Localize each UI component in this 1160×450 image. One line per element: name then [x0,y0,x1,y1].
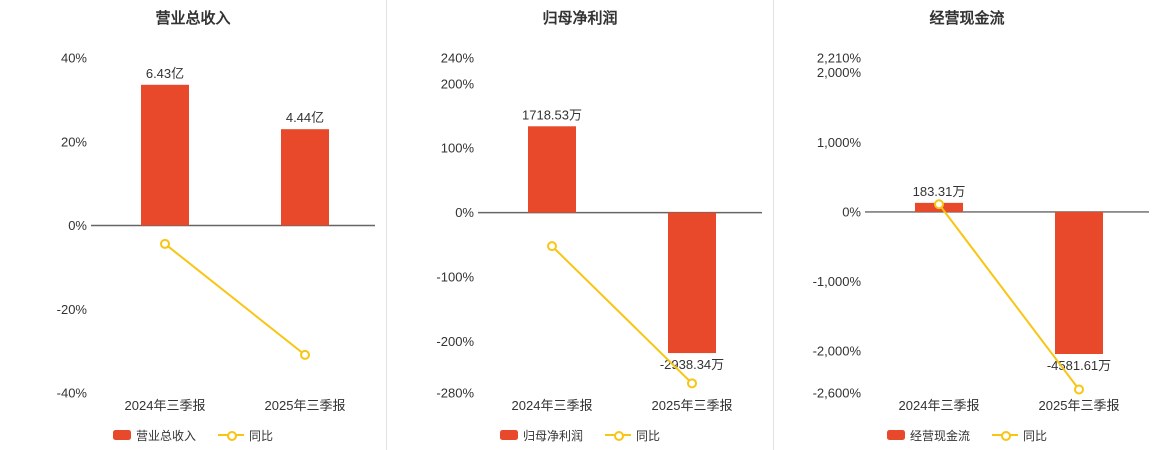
net-profit-chart-plot[interactable]: 240% 200% 100% 0% -100% -200% -280% 1718.53万 -29… [387,28,773,424]
y-tick-label: 200% [441,76,475,91]
cash-flow-chart-legend: 经营现金流 同比 [886,424,1047,446]
x-category-label: 2024年三季报 [512,398,593,413]
legend-item-cash-flow-yoy[interactable]: 同比 [992,427,1047,444]
bar-value-label: 6.43亿 [146,66,184,81]
yoy-trend-line[interactable] [551,245,693,385]
x-category-label: 2025年三季报 [1039,398,1120,413]
y-tick-label: 40% [61,51,87,66]
line-series-marker-icon [218,430,244,441]
revenue-chart-legend: 营业总收入 同比 [112,424,273,446]
bar-series-swatch-icon [886,430,905,440]
yoy-line-point[interactable] [160,238,170,249]
y-tick-label: -20% [57,302,88,317]
bar[interactable] [281,129,329,226]
y-tick-label: -280% [436,386,474,401]
legend-item-cash-flow-bar[interactable]: 经营现金流 [886,427,970,444]
y-tick-label: 2,000% [817,65,862,80]
chart-title-cash-flow: 经营现金流 [929,10,1005,27]
y-tick-label: 1,000% [817,135,862,150]
y-tick-label: 240% [441,51,475,66]
revenue-chart-plot[interactable]: 40% 20% 0% -20% -40% 6.43亿 4.44亿 2024年三季报 2025年三… [0,28,386,424]
legend-item-revenue-yoy[interactable]: 同比 [218,427,273,444]
chart-panel-revenue: 营业总收入 40% 20% 0% -20% -40% 6.43亿 4.44亿 2024年三季报… [0,0,386,450]
bar-series-swatch-icon [112,430,131,440]
y-tick-label: -2,600% [813,386,862,401]
legend-label-cash-flow: 经营现金流 [909,428,970,443]
bar[interactable] [1055,211,1103,354]
y-tick-label: -40% [57,386,88,401]
bar[interactable] [528,126,576,213]
y-tick-label: -200% [436,334,474,349]
bar[interactable] [141,84,189,226]
line-series-marker-icon [992,430,1018,441]
bar-series-swatch-icon [499,430,518,440]
legend-label-revenue: 营业总收入 [135,428,196,443]
y-tick-label: 0% [68,218,87,233]
bar-value-label: -2938.34万 [660,357,724,372]
y-tick-label: 100% [441,141,475,156]
y-tick-label: -2,000% [813,344,862,359]
legend-item-net-profit-bar[interactable]: 归母净利润 [499,427,583,444]
yoy-line-point[interactable] [547,241,557,252]
chart-panel-cash-flow: 经营现金流 2,210% 2,000% 1,000% 0% -1,000% -2,000%… [773,0,1160,450]
legend-item-net-profit-yoy[interactable]: 同比 [605,427,660,444]
legend-label-net-profit: 归母净利润 [522,428,583,443]
x-category-label: 2025年三季报 [265,398,346,413]
x-category-label: 2025年三季报 [652,398,733,413]
yoy-trend-line[interactable] [164,243,306,356]
yoy-line-point[interactable] [1074,384,1084,395]
chart-panel-net-profit: 归母净利润 240% 200% 100% 0% -100% -200% -280% 1718.… [386,0,773,450]
net-profit-chart-legend: 归母净利润 同比 [499,424,660,446]
yoy-line-point[interactable] [300,349,310,360]
legend-label-net-profit-yoy: 同比 [636,428,661,443]
y-tick-label: -100% [436,270,474,285]
y-tick-label: 2,210% [817,51,862,66]
yoy-line-point[interactable] [687,378,697,389]
bar-value-label: 4.44亿 [286,110,324,125]
yoy-trend-line[interactable] [938,203,1080,391]
x-category-label: 2024年三季报 [899,398,980,413]
bar-value-label: 183.31万 [913,184,966,199]
bar-value-label: 1718.53万 [522,107,582,122]
line-series-marker-icon [605,430,631,441]
chart-title-net-profit: 归母净利润 [542,10,618,27]
y-tick-label: 0% [455,205,474,220]
legend-label-cash-flow-yoy: 同比 [1023,428,1048,443]
cash-flow-chart-plot[interactable]: 2,210%2,000% 1,000% 0% -1,000% -2,000% -2,600… [774,28,1160,424]
yoy-line-point[interactable] [934,199,944,210]
y-tick-label: 20% [61,134,87,149]
y-tick-label: 0% [842,204,861,219]
legend-item-revenue-bar[interactable]: 营业总收入 [112,427,196,444]
bar[interactable] [668,212,716,354]
legend-label-revenue-yoy: 同比 [249,428,274,443]
y-tick-label: -1,000% [813,274,862,289]
x-category-label: 2024年三季报 [125,398,206,413]
chart-title-revenue: 营业总收入 [155,10,231,27]
